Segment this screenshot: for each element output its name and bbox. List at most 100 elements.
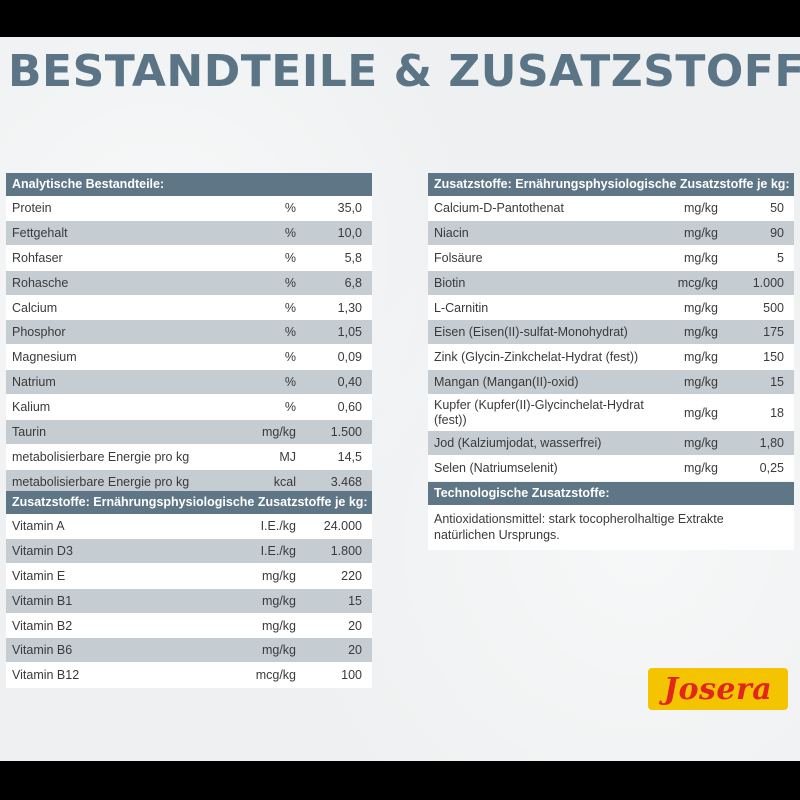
table-row: Natrium% 0,40 [6, 370, 372, 396]
row-name: Kupfer (Kupfer(II)-Glycinchelat-Hydrat (… [434, 397, 644, 427]
row-value: 5,8 [344, 250, 362, 265]
row-value: 100 [341, 668, 362, 683]
row-unit: MJ [279, 449, 296, 464]
row-unit: mg/kg [261, 618, 296, 633]
row-unit: % [284, 375, 296, 390]
table-row: Vitamin B12 mcg/kg 100 [6, 663, 372, 689]
row-name: Calcium-D-Pantothenat [434, 200, 564, 215]
table-header: Zusatzstoffe: Ernährungsphysiologische Z… [6, 491, 372, 514]
page-title: BESTANDTEILE & ZUSATZSTOFFE [8, 46, 800, 97]
table-row: metabolisierbare Energie pro kg kcal 3.468 [6, 469, 372, 495]
row-value: 24.000 [323, 518, 362, 533]
row-name: Vitamin B1 [12, 593, 73, 608]
row-unit: mg/kg [683, 436, 718, 451]
table-row: Taurin mg/kg 1.500 [6, 420, 372, 445]
row-name: Zink (Glycin-Zinkchelat-Hydrat (fest)) [434, 350, 639, 365]
table-row: Calcium-D-Pantothenat mg/kg 50 [428, 196, 794, 221]
row-unit: mcg/kg [677, 275, 718, 290]
row-value: 0,40 [337, 375, 362, 390]
josera-logo: Josera [648, 668, 788, 710]
row-value: 90 [770, 225, 784, 240]
row-value: 0,25 [759, 460, 784, 475]
row-name: metabolisierbare Energie pro kg [12, 474, 190, 489]
row-name: Natrium [12, 375, 56, 390]
row-name: Calcium [12, 300, 58, 315]
row-value: 220 [341, 568, 362, 583]
row-unit: mg/kg [683, 375, 718, 390]
row-value: 150 [763, 350, 784, 365]
row-unit: mg/kg [683, 350, 718, 365]
row-name: Mangan (Mangan(II)-oxid) [434, 375, 579, 390]
row-value: 3.468 [330, 474, 362, 489]
row-unit: mg/kg [261, 593, 296, 608]
analytische-bestandteile-table: Analytische Bestandteile: Protein% 35,0 Fe… [6, 173, 372, 495]
table-row: Vitamin B1 mg/kg 15 [6, 588, 372, 614]
row-value: 35,0 [337, 200, 362, 215]
table-row: Biotin mcg/kg 1.000 [428, 270, 794, 296]
table-row: Vitamin A I.E./kg 24.000 [6, 514, 372, 539]
row-unit: mg/kg [683, 200, 718, 215]
row-value: 14,5 [337, 449, 362, 464]
table-row: Mangan (Mangan(II)-oxid) mg/kg 15 [428, 370, 794, 396]
row-value: 15 [770, 375, 784, 390]
row-value: 1.500 [330, 424, 362, 439]
row-name: Rohasche [12, 275, 69, 290]
table-row: metabolisierbare Energie pro kg MJ 14,5 [6, 444, 372, 470]
table-row: Vitamin E mg/kg 220 [6, 563, 372, 589]
row-unit: mg/kg [683, 250, 718, 265]
row-name: Vitamin B2 [12, 618, 73, 633]
row-name: Selen (Natriumselenit) [434, 460, 558, 475]
row-value: 175 [763, 325, 784, 340]
row-unit: mg/kg [683, 225, 718, 240]
row-name: Protein [12, 200, 52, 215]
table-row: Fettgehalt% 10,0 [6, 220, 372, 246]
table-row: Rohfaser% 5,8 [6, 245, 372, 271]
table-row: Vitamin B2 mg/kg 20 [6, 613, 372, 639]
table-row: Calcium% 1,30 [6, 295, 372, 321]
table-row: Rohasche% 6,8 [6, 270, 372, 296]
row-name: Vitamin A [12, 518, 65, 533]
table-row: L-Carnitin mg/kg 500 [428, 295, 794, 321]
row-unit: mg/kg [261, 424, 296, 439]
table-row: Vitamin D3 I.E./kg 1.800 [6, 538, 372, 564]
table-header: Zusatzstoffe: Ernährungsphysiologische Z… [428, 173, 794, 196]
row-name: Taurin [12, 424, 47, 439]
row-value: 10,0 [337, 225, 362, 240]
vitamine-table: Zusatzstoffe: Ernährungsphysiologische Z… [6, 491, 372, 689]
row-name: Biotin [434, 275, 466, 290]
technologische-text: Antioxidationsmittel: stark tocopherolha… [428, 505, 794, 550]
row-value: 20 [348, 618, 362, 633]
table-header: Analytische Bestandteile: [6, 173, 372, 196]
row-name: Vitamin B6 [12, 643, 73, 658]
row-value: 18 [770, 405, 784, 420]
row-name: Fettgehalt [12, 225, 68, 240]
row-unit: % [284, 225, 296, 240]
table-row: Niacin mg/kg 90 [428, 220, 794, 246]
row-unit: mg/kg [261, 568, 296, 583]
row-name: Eisen (Eisen(II)-sulfat-Monohydrat) [434, 325, 628, 340]
row-name: Vitamin E [12, 568, 66, 583]
row-unit: mg/kg [683, 300, 718, 315]
technologische-zusatzstoffe-box: Technologische Zusatzstoffe: Antioxidati… [428, 482, 794, 550]
row-name: L-Carnitin [434, 300, 489, 315]
row-unit: mcg/kg [255, 668, 296, 683]
row-unit: % [284, 400, 296, 415]
row-unit: % [284, 275, 296, 290]
row-value: 1.000 [752, 275, 784, 290]
logo-text: Josera [663, 671, 773, 707]
table-row: Protein% 35,0 [6, 196, 372, 221]
table-row: Zink (Glycin-Zinkchelat-Hydrat (fest)) mg… [428, 345, 794, 371]
row-name: Rohfaser [12, 250, 63, 265]
row-value: 0,60 [337, 400, 362, 415]
row-name: Vitamin D3 [12, 543, 73, 558]
row-name: Vitamin B12 [12, 668, 80, 683]
row-unit: % [284, 350, 296, 365]
table-row: Kupfer (Kupfer(II)-Glycinchelat-Hydrat (… [428, 395, 794, 432]
table-row: Vitamin B6 mg/kg 20 [6, 638, 372, 664]
row-name: Folsäure [434, 250, 483, 265]
row-name: Jod (Kalziumjodat, wasserfrei) [434, 436, 602, 451]
row-value: 1,05 [337, 325, 362, 340]
row-value: 50 [770, 200, 784, 215]
table-row: Selen (Natriumselenit) mg/kg 0,25 [428, 456, 794, 481]
row-unit: mg/kg [683, 325, 718, 340]
